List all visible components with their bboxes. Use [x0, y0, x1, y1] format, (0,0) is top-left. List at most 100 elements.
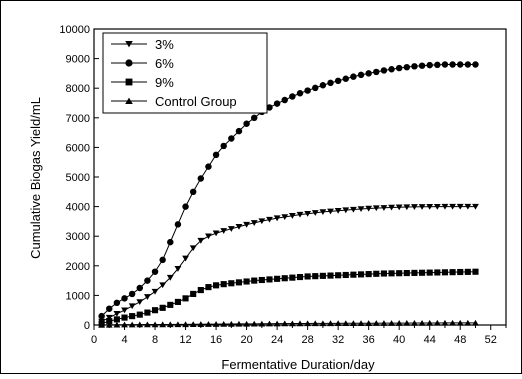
data-point [228, 135, 235, 142]
y-tick-label: 8000 [66, 83, 90, 95]
data-point [281, 320, 289, 327]
data-point [365, 70, 372, 77]
data-point [273, 320, 281, 327]
data-point [266, 276, 273, 283]
data-point [106, 318, 113, 325]
data-point [228, 280, 235, 287]
data-point [289, 93, 296, 100]
data-point [251, 277, 258, 284]
data-point [167, 238, 174, 246]
data-point [342, 271, 349, 279]
data-point [395, 204, 403, 211]
data-point [105, 321, 113, 328]
data-point [426, 61, 433, 69]
data-point [212, 230, 220, 237]
data-point [197, 175, 205, 182]
data-point [350, 73, 357, 80]
data-point [243, 320, 250, 327]
data-point [296, 320, 304, 327]
data-point [121, 307, 128, 314]
data-point [472, 203, 479, 210]
data-point [159, 304, 166, 311]
legend-marker [125, 97, 133, 105]
x-tick-label: 0 [91, 334, 97, 346]
x-tick-label: 12 [179, 334, 191, 346]
data-point [319, 82, 327, 89]
data-point [151, 321, 159, 328]
data-point [418, 204, 426, 210]
y-tick-label: 10000 [59, 24, 90, 36]
data-point [250, 114, 258, 122]
data-point [243, 278, 250, 285]
data-point [449, 269, 456, 276]
data-point [281, 275, 288, 282]
data-point [105, 314, 113, 321]
data-point [288, 213, 296, 219]
data-point [449, 319, 456, 326]
data-point [327, 272, 334, 279]
data-point [342, 320, 350, 327]
y-tick-label: 6000 [66, 142, 90, 154]
data-point [342, 207, 350, 214]
data-point [334, 77, 342, 85]
data-point [243, 221, 250, 228]
data-point [319, 209, 327, 215]
data-point [182, 255, 189, 262]
series-3 [98, 268, 479, 327]
data-point [411, 269, 418, 276]
data-point [388, 66, 395, 73]
data-point [403, 269, 410, 277]
data-point [372, 205, 380, 212]
data-point [372, 320, 380, 326]
data-point [441, 319, 449, 326]
data-point [174, 321, 182, 328]
data-point [235, 224, 243, 230]
data-point [311, 210, 319, 216]
data-point [456, 203, 464, 210]
x-tick-label: 52 [485, 334, 497, 346]
data-point [189, 188, 197, 196]
data-point [274, 275, 281, 282]
data-point [174, 221, 182, 228]
data-point [441, 269, 449, 276]
data-point [296, 273, 304, 281]
x-tick-label: 20 [240, 334, 252, 346]
legend-entry-label: 6% [155, 56, 174, 71]
data-point [189, 321, 197, 328]
data-point [113, 311, 121, 317]
y-tick-label: 9000 [66, 54, 90, 66]
data-point [289, 274, 296, 281]
data-point [296, 90, 304, 97]
data-point [98, 321, 106, 328]
data-point [411, 63, 418, 70]
data-point [441, 61, 449, 68]
data-point [380, 270, 387, 277]
data-point [243, 120, 250, 127]
data-point [136, 311, 143, 318]
data-point [128, 321, 136, 328]
legend-marker [125, 59, 133, 67]
data-point [304, 87, 311, 94]
data-point [113, 321, 121, 328]
data-point [159, 321, 167, 328]
data-point [113, 316, 120, 323]
data-point [373, 270, 380, 277]
data-point [380, 67, 388, 74]
data-point [235, 127, 243, 135]
series-4 [98, 319, 479, 328]
data-point [197, 237, 205, 244]
data-point [250, 320, 258, 327]
data-point [403, 63, 411, 71]
data-point [327, 79, 334, 87]
data-point [205, 163, 212, 170]
data-point [174, 266, 182, 272]
y-tick-label: 2000 [66, 261, 90, 273]
data-point [395, 64, 403, 72]
data-point [380, 320, 388, 326]
data-point [388, 270, 395, 277]
data-point [220, 281, 227, 288]
data-point [166, 321, 174, 328]
data-point [258, 218, 266, 225]
data-point [426, 269, 433, 276]
data-point [197, 287, 204, 294]
